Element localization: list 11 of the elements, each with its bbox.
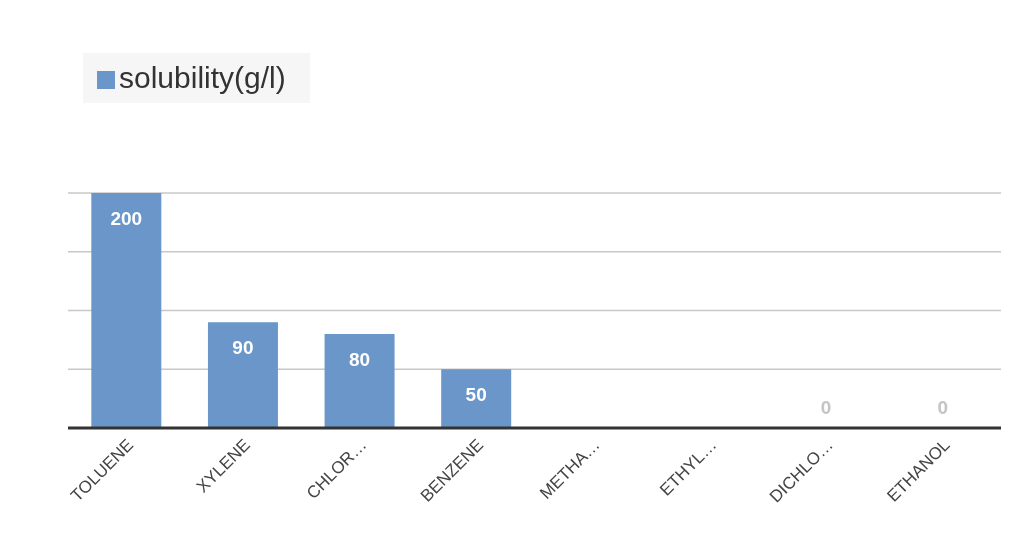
data-label: 90 <box>232 337 254 359</box>
bar <box>441 369 512 428</box>
data-label: 0 <box>820 397 832 418</box>
legend-label: solubility(g/l) <box>119 61 286 94</box>
data-label: 0 <box>937 397 948 418</box>
bar <box>91 193 162 428</box>
data-label: 200 <box>110 208 143 229</box>
data-label: 80 <box>348 349 371 370</box>
bar <box>207 322 278 428</box>
bar <box>324 334 395 428</box>
data-label: 50 <box>465 384 487 406</box>
